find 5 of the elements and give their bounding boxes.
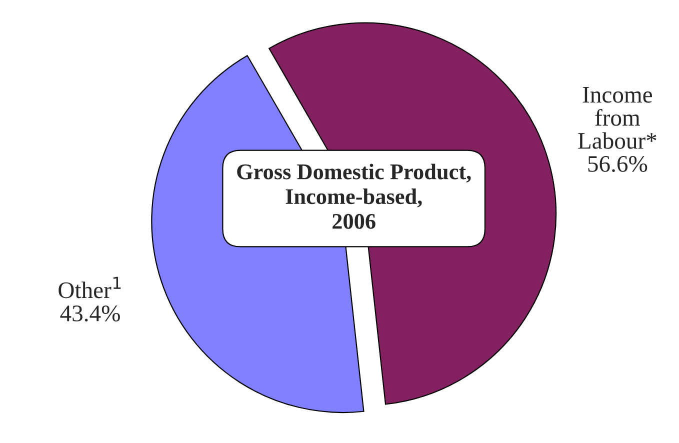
data-label: 43.4%	[60, 305, 120, 322]
data-label: 56.6%	[588, 156, 648, 172]
slice-label: Other$^{1}$	[58, 276, 121, 298]
slice-label: Income from Labour*	[578, 87, 656, 149]
text: Gross Domestic Product, Income-based, 2006	[237, 164, 471, 229]
